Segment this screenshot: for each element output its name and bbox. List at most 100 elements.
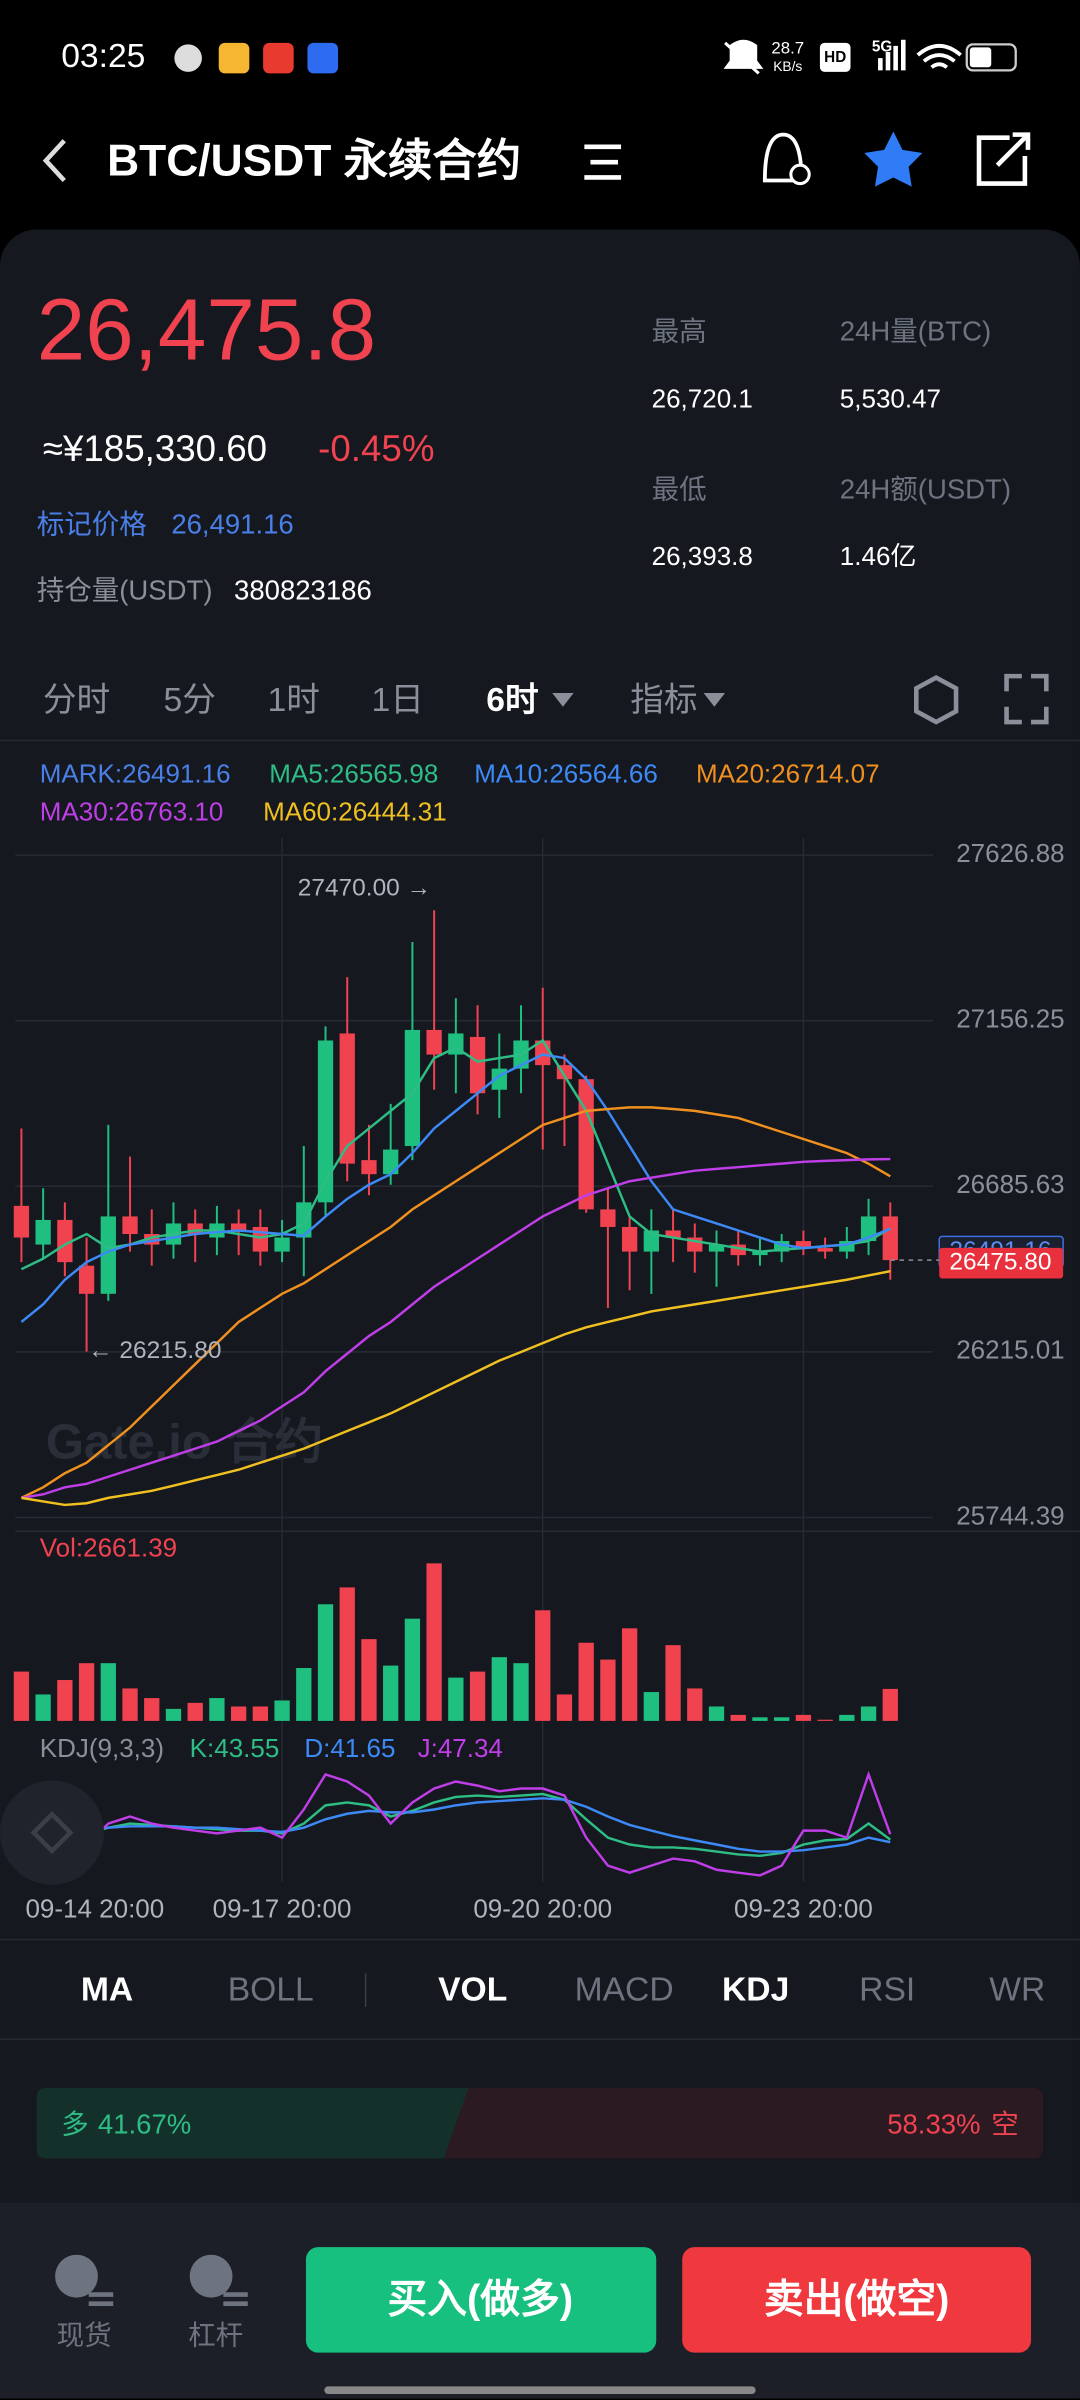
candle-body (230, 1223, 247, 1231)
volume-bar (426, 1563, 442, 1721)
candle-body (404, 1029, 421, 1147)
price-tag-label: 26475.80 (949, 1249, 1051, 1276)
volume-title: Vol:2661.39 (40, 1532, 177, 1562)
y-tick-label: 27626.88 (956, 838, 1064, 868)
stat-label: 最低 (652, 473, 707, 504)
high-annotation: 27470.00 → (298, 874, 431, 901)
share-icon[interactable] (976, 132, 1031, 186)
sell-button[interactable] (682, 2247, 1032, 2353)
legend-item: MA30:26763.10 (40, 797, 224, 827)
net-speed: 28.7 (771, 38, 804, 57)
indicator-tab[interactable]: BOLL (228, 1972, 314, 2009)
candle-body (361, 1160, 377, 1175)
volume-bar (730, 1714, 746, 1721)
interval-tab[interactable]: 1时 (268, 682, 320, 719)
ma-line (20, 1106, 891, 1499)
volume-bar (317, 1604, 334, 1721)
cny-price: ≈¥185,330.60 (43, 428, 267, 469)
spot-icon[interactable] (55, 2254, 114, 2307)
volume-bar (774, 1717, 790, 1721)
nav-label[interactable]: 杠杆 (188, 2320, 243, 2351)
volume-bar (274, 1700, 290, 1721)
status-right-icons (723, 39, 1017, 75)
volume-bar (752, 1717, 768, 1721)
y-tick-label: 25744.39 (956, 1500, 1064, 1530)
volume-bar (209, 1698, 225, 1721)
volume-bar (708, 1706, 725, 1721)
candle-body (774, 1241, 790, 1252)
back-button[interactable] (42, 139, 66, 183)
indicator-tab[interactable]: MA (81, 1972, 133, 2009)
candle-body (296, 1202, 312, 1238)
volume-bar (187, 1702, 203, 1721)
margin-icon[interactable] (189, 2254, 248, 2307)
indicator-tab[interactable]: VOL (438, 1972, 507, 2009)
fullscreen-icon[interactable] (1004, 673, 1049, 725)
floating-button[interactable] (0, 1780, 105, 1885)
interval-tab[interactable]: 6时 (486, 681, 538, 719)
kdj-legend: J:47.34 (418, 1733, 503, 1763)
candle-body (35, 1219, 51, 1245)
buy-label[interactable]: 买入(做多) (388, 2278, 574, 2322)
long-value: 41.67% (98, 2109, 191, 2140)
alert-icon[interactable] (762, 132, 811, 186)
candle-body (187, 1223, 203, 1235)
short-value: 58.33% (887, 2109, 980, 2140)
volume-bar (404, 1618, 421, 1721)
candle-body (469, 1036, 486, 1094)
candle-body (882, 1216, 898, 1261)
interval-tab[interactable]: 指标 (630, 681, 697, 719)
candle-body (665, 1230, 681, 1238)
volume-bar (13, 1671, 30, 1721)
indicator-tab[interactable]: KDJ (722, 1972, 789, 2009)
page-title: BTC/USDT 永续合约 (107, 136, 521, 185)
stat-label: 24H量(BTC) (840, 316, 991, 347)
legend-item: MA10:26564.66 (474, 758, 658, 788)
time: 03:25 (61, 38, 145, 75)
candle-body (708, 1244, 725, 1252)
kdj-line (21, 1770, 892, 1877)
candle-body (578, 1079, 594, 1210)
interval-tab[interactable]: 5分 (164, 682, 216, 719)
stat-label: 24H额(USDT) (840, 473, 1011, 504)
panel (0, 229, 1080, 2399)
hd-badge: HD (824, 49, 846, 66)
volume-bar (665, 1645, 681, 1721)
y-tick-label: 26215.01 (956, 1335, 1064, 1365)
volume-bar (643, 1692, 659, 1721)
candle-body (621, 1226, 638, 1252)
dropdown-arrow (703, 692, 726, 707)
watermark: Gate.io 合约 (46, 1416, 323, 1470)
candle-body (144, 1234, 160, 1245)
volume-bar (600, 1659, 616, 1721)
settings-icon[interactable] (913, 675, 959, 725)
menu-icon[interactable] (584, 144, 622, 180)
volume-bar (78, 1663, 95, 1721)
indicator-tab[interactable]: RSI (859, 1972, 915, 2009)
volume-bar (339, 1587, 355, 1721)
volume-bar (687, 1688, 703, 1721)
indicator-tab[interactable]: MACD (575, 1972, 674, 2009)
legend-item: MA20:26714.07 (696, 758, 880, 788)
volume-bar (230, 1706, 247, 1721)
volume-bar (296, 1667, 312, 1721)
stat-value: 26,393.8 (652, 541, 753, 571)
ma-line (21, 1269, 891, 1507)
dropdown-arrow (552, 692, 574, 707)
x-tick-label: 09-20 20:00 (473, 1893, 612, 1923)
indicator-tab[interactable]: WR (989, 1972, 1045, 2009)
interval-tab[interactable]: 分时 (43, 682, 110, 719)
candle-body (122, 1216, 138, 1235)
kdj-legend: K:43.55 (190, 1733, 280, 1763)
stat-value: 26,720.1 (652, 384, 753, 414)
favorite-icon[interactable] (864, 131, 923, 187)
sell-label[interactable]: 卖出(做空) (764, 2278, 950, 2322)
volume-bar (57, 1680, 73, 1721)
interval-tab[interactable]: 1日 (372, 682, 424, 719)
buy-button[interactable] (305, 2247, 657, 2353)
x-tick-label: 09-14 20:00 (25, 1893, 164, 1923)
short-label: 空 (991, 2109, 1019, 2140)
mark-legend: MARK:26491.16 (40, 758, 231, 788)
volume-bar (882, 1688, 898, 1721)
nav-label[interactable]: 现货 (57, 2320, 112, 2351)
